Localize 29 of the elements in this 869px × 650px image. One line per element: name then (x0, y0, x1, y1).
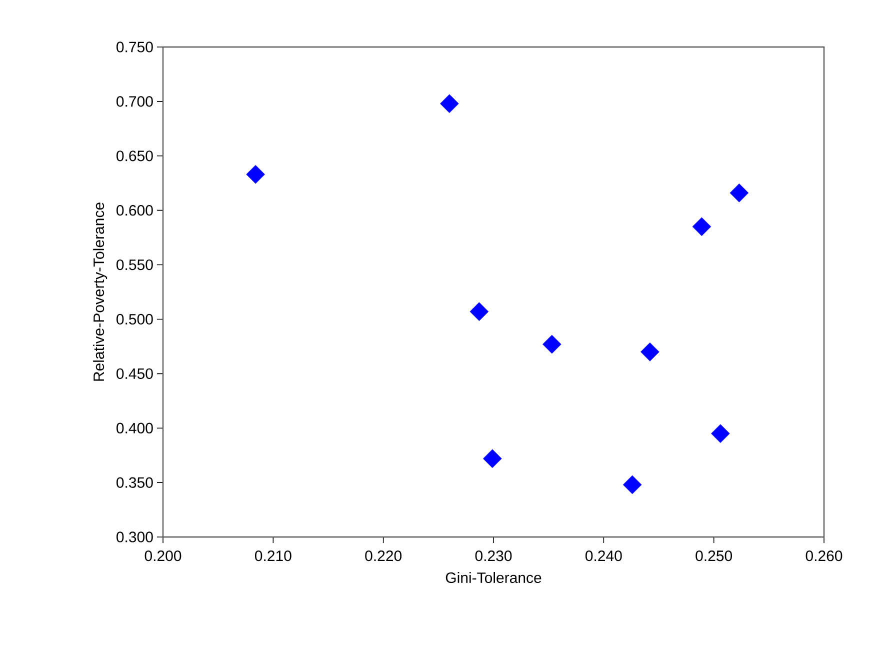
point (483, 449, 502, 468)
point (692, 217, 712, 236)
x-tick-label: 0.260 (806, 550, 842, 562)
x-tick-label: 0.210 (254, 550, 292, 562)
y-axis-title: Relative-Poverty-Tolerance (93, 202, 108, 381)
y-tick-label: 0.350 (116, 477, 153, 488)
y-tick-label: 0.750 (116, 42, 153, 52)
point (730, 184, 749, 202)
y-tick-label: 0.500 (116, 314, 153, 325)
x-tick-label: 0.200 (144, 550, 182, 562)
x-tick-label: 0.230 (475, 550, 512, 562)
x-tick-label: 0.250 (696, 550, 732, 562)
x-tick-label: 0.220 (365, 550, 402, 562)
point (711, 424, 730, 443)
y-tick-label: 0.450 (116, 368, 153, 379)
point (440, 94, 459, 114)
x-tick-label: 0.240 (585, 550, 622, 562)
point (246, 165, 265, 184)
x-axis-title: Gini-Tolerance (446, 572, 542, 584)
y-tick-label: 0.550 (116, 259, 153, 270)
y-tick-label: 0.400 (116, 422, 153, 434)
y-tick-label: 0.300 (116, 532, 153, 542)
point (470, 302, 489, 321)
y-tick-label: 0.700 (116, 96, 153, 107)
point (640, 342, 660, 362)
point (622, 475, 642, 494)
y-tick-label: 0.650 (116, 150, 153, 162)
point (542, 334, 562, 354)
y-tick-label: 0.600 (116, 205, 153, 216)
